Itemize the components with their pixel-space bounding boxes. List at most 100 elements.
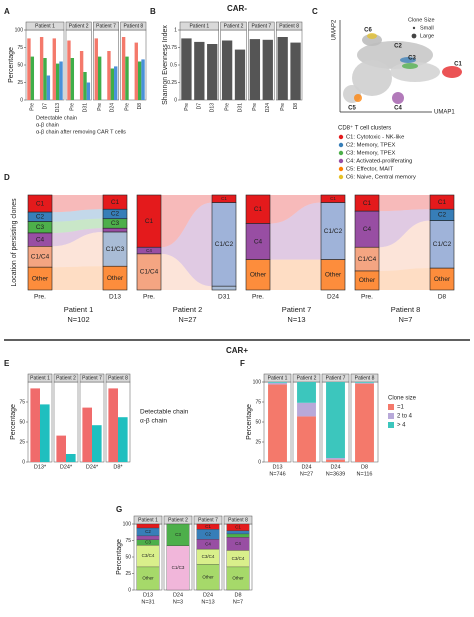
legend-swatch (338, 150, 344, 156)
bar (277, 37, 288, 100)
x-tick-label: D8 (361, 464, 368, 470)
x-sublabel: N=27 (300, 471, 313, 477)
x-tick-label: D13 (143, 592, 153, 598)
x-tick-label: Pre (184, 103, 190, 111)
y-tick-label: 0 (174, 97, 177, 103)
legend-entry: C4: Activated-proliferating (346, 159, 412, 165)
facet-strip (248, 21, 275, 31)
bar (82, 407, 92, 462)
bar (52, 38, 56, 100)
facet-title: Patient 8 (355, 375, 375, 381)
facet-title: Patient 1 (189, 23, 209, 29)
bar (262, 39, 273, 100)
panel-label: G (116, 505, 122, 514)
x-tick-label: D24* (86, 464, 99, 470)
bar-segment (226, 523, 250, 531)
bar (92, 425, 102, 462)
x-tick-label: D13 (210, 103, 216, 112)
facet-strip (93, 21, 119, 31)
y-tick-label: 100 (15, 27, 24, 33)
bar (94, 38, 98, 100)
legend-swatch (338, 174, 344, 180)
legend-entry: C6: Naive, Central memory (346, 175, 416, 181)
facet-title: Patient 1 (35, 23, 55, 29)
x-tick-label: D24 (301, 464, 311, 470)
bar (66, 454, 76, 462)
y-axis-label: Shannon Evenness Index (162, 25, 169, 105)
facet-title: Patient 2 (56, 375, 76, 381)
y-tick-label: 50 (125, 554, 131, 560)
stratum-label: C1/C2 (215, 241, 234, 248)
segment-label: C1 (235, 524, 241, 529)
bar (110, 68, 115, 100)
legend-swatch (338, 134, 344, 140)
flow (52, 228, 103, 247)
bar (194, 41, 205, 100)
x-tick-label: Pre (252, 103, 258, 111)
facet-strip (120, 21, 147, 31)
bar-segment (355, 383, 374, 462)
flow (161, 202, 212, 287)
x-tick-label: Pre (70, 103, 76, 111)
section-header: CAR- (227, 4, 247, 13)
size-legend-title: Clone Size (408, 17, 435, 23)
legend-entry: C3: Memory, TPEX (346, 151, 396, 157)
bar (56, 435, 66, 462)
x-tick-label: D8 (293, 103, 299, 110)
panel-label: F (240, 359, 245, 368)
patient-label: Patient 2 (173, 305, 203, 314)
y-tick-label: 50 (17, 62, 23, 68)
facet-title: Patient 7 (82, 375, 102, 381)
legend-entry: =1 (397, 405, 405, 411)
size-swatch (411, 33, 417, 39)
bar (97, 56, 102, 100)
umap-cluster (402, 63, 418, 69)
bar-segment (355, 382, 374, 384)
x-tick-label: D8 (234, 592, 241, 598)
cluster-label: C5 (348, 106, 356, 112)
legend-swatch (388, 413, 394, 419)
stratum-label: C3 (36, 224, 45, 231)
flow (379, 209, 430, 248)
bar (125, 56, 129, 100)
facet-title: Patient 8 (108, 375, 128, 381)
stratum-label: C1 (254, 206, 263, 213)
stratum-label: C1 (145, 218, 154, 225)
stratum-label: C1/C2 (324, 228, 343, 235)
column-label: D13 (109, 294, 121, 301)
x-tick-label: D24 (330, 464, 340, 470)
x-sublabel: N=116 (357, 471, 373, 477)
bar (40, 404, 50, 462)
y-axis-label: Percentage (10, 404, 17, 440)
bar-segment (297, 402, 316, 417)
column-label: Pre. (361, 294, 373, 301)
stratum-label: C1/C4 (358, 256, 377, 263)
y-tick-label: 0 (128, 587, 131, 593)
stratum-label: C1/C2 (433, 241, 452, 248)
legend-title: Clone size (388, 396, 417, 402)
facet-title: Patient 7 (198, 517, 218, 523)
legend-entry: α-β chain (140, 418, 167, 425)
segment-label: C3 (145, 540, 151, 545)
x-tick-label: D31 (82, 103, 88, 112)
legend-swatch (338, 142, 344, 148)
stratum-label: C4 (363, 226, 372, 233)
y-axis-label: Percentage (8, 47, 15, 83)
legend-entry: > 4 (397, 423, 406, 429)
y-axis-label: Location of persisting clones (11, 198, 18, 287)
stratum (136, 253, 162, 291)
stratum (320, 259, 346, 291)
stratum (429, 267, 455, 291)
facet-title: Patient 2 (224, 23, 244, 29)
bar-segment (268, 384, 287, 462)
panel-label: A (4, 7, 10, 16)
segment-label: C2 (205, 531, 211, 536)
bar (234, 49, 246, 100)
flow (270, 259, 321, 290)
y-axis-label: UMAP2 (332, 19, 338, 40)
stratum-label: C1/C3 (106, 246, 125, 253)
section-header: CAR+ (226, 346, 248, 355)
stratum-label: C2 (438, 212, 447, 219)
facet-strip (53, 373, 79, 383)
legend-entry: Detectable chain (140, 409, 189, 416)
